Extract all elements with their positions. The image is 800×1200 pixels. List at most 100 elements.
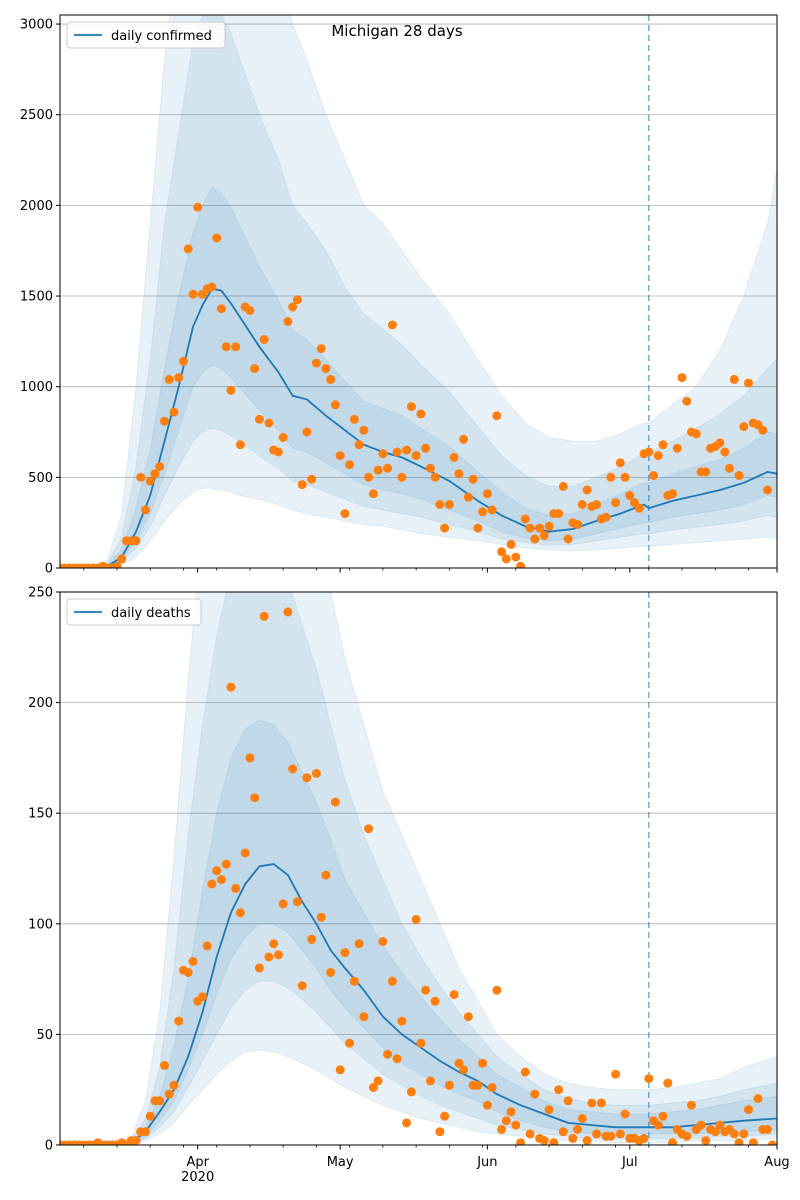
data-point [188,956,198,966]
data-point [473,1080,483,1090]
data-point [763,485,772,495]
data-point [444,1080,454,1090]
data-point [744,1105,753,1115]
data-point [302,773,312,783]
data-point [307,474,317,484]
uncertainty-band-inner [60,186,777,568]
data-point [530,534,540,544]
data-point [539,1136,549,1145]
data-point [539,530,549,540]
data-point [525,1129,535,1139]
y-tick-label: 500 [28,471,53,486]
data-point [387,320,397,330]
data-point [316,912,326,922]
y-tick-label: 0 [45,1139,53,1154]
data-point [449,452,459,462]
data-point [164,374,174,384]
data-point [259,335,269,344]
data-point [729,374,739,384]
data-point [283,316,293,326]
data-point [506,1107,516,1117]
data-point [136,472,146,482]
data-point [288,302,298,312]
plot-area [60,0,777,568]
data-point [615,458,625,468]
legend-box [66,598,202,626]
data-point [773,0,782,5]
data-point [701,1136,711,1145]
data-point [511,552,521,562]
data-point [278,433,288,442]
data-point [634,503,644,513]
data-point [373,1076,383,1086]
data-point [188,289,198,299]
data-point [231,342,241,352]
data-point [292,295,302,305]
data-point [216,875,226,885]
uncertainty-band-inner [60,719,777,1145]
observed-points [60,0,777,568]
data-point [478,1058,488,1068]
data-point [663,1078,673,1088]
data-point [335,1065,345,1075]
y-tick-label: 250 [28,586,53,601]
data-point [644,1074,654,1084]
data-point [715,438,725,448]
data-point [725,463,734,473]
y-tick-label: 0 [45,562,53,577]
data-point [768,0,777,5]
data-point [174,373,184,383]
data-point [506,539,516,549]
data-point [183,968,193,977]
data-point [378,449,388,459]
data-point [625,491,635,500]
figure-title: Michigan 28 days [331,22,462,40]
data-point [421,985,431,995]
data-point [273,950,283,960]
data-point [649,471,658,480]
data-point [345,460,355,470]
data-point [297,480,307,490]
data-point [668,489,677,499]
data-point [169,407,179,417]
data-point [117,554,127,564]
data-point [240,848,250,858]
y-tick-label: 3000 [20,18,53,33]
data-point [582,1136,592,1145]
legend: daily deaths [66,598,202,626]
data-point [250,364,260,374]
data-point [302,427,312,437]
data-point [174,1016,184,1026]
y-tick-label: 200 [28,696,53,711]
data-point [387,976,397,986]
data-point [459,434,469,444]
y-tick-label: 1500 [20,290,53,305]
data-point [216,304,226,314]
data-point [463,1012,473,1022]
x-tick-label: Apr [186,1155,209,1170]
data-point [392,447,402,457]
data-point [497,547,507,557]
data-point [145,476,155,486]
data-point [368,1083,378,1092]
data-point [644,447,654,457]
data-point [292,897,302,907]
data-point [226,682,236,692]
data-point [478,507,488,517]
data-point [155,1096,165,1106]
data-point [406,1087,416,1097]
data-point [444,500,454,509]
data-point [373,465,383,475]
data-point [587,1098,597,1108]
data-point [682,396,692,406]
plot-area [60,0,782,1145]
data-point [615,1129,625,1139]
data-point [487,505,497,515]
data-point [235,440,245,450]
data-point [653,1120,663,1130]
data-point [715,1120,725,1130]
data-point [454,1058,464,1068]
data-point [606,472,616,482]
data-point [364,472,374,482]
